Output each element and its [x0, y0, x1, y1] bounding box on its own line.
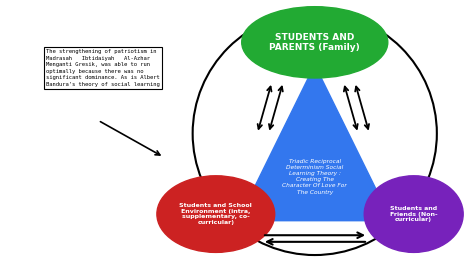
Polygon shape [238, 65, 392, 221]
Ellipse shape [364, 176, 463, 252]
Text: Students and
Friends (Non-
curricular): Students and Friends (Non- curricular) [390, 206, 438, 222]
Text: Triadic Reciprocal
Determinism Social
Learning Theory :
Creating The
Character O: Triadic Reciprocal Determinism Social Le… [283, 159, 347, 195]
Text: STUDENTS AND
PARENTS (Family): STUDENTS AND PARENTS (Family) [269, 33, 360, 52]
Ellipse shape [242, 7, 388, 78]
Text: The strengthening of patriotism in
Madrasah   Ibtidaiyah   Al-Azhar
Menganti Gre: The strengthening of patriotism in Madra… [46, 49, 160, 87]
Ellipse shape [157, 176, 275, 252]
Text: Students and School
Environment (intra,
supplementary, co-
curricular): Students and School Environment (intra, … [180, 203, 252, 225]
